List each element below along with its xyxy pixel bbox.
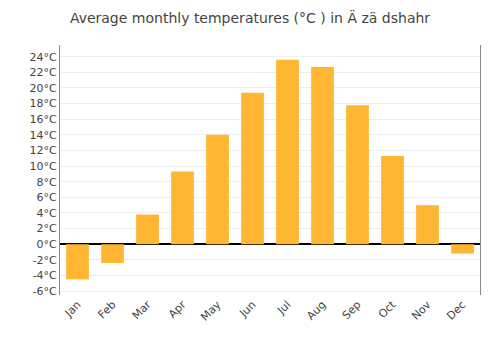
svg-text:Sep: Sep (340, 298, 364, 322)
svg-text:Nov: Nov (409, 298, 434, 323)
svg-text:Average monthly temperatures (: Average monthly temperatures (°C ) in Ä … (70, 9, 430, 26)
svg-text:Feb: Feb (96, 298, 119, 321)
svg-text:-2°C: -2°C (33, 254, 57, 267)
svg-text:Jun: Jun (236, 298, 258, 320)
svg-text:Jan: Jan (62, 298, 84, 320)
svg-text:Dec: Dec (444, 298, 468, 322)
svg-text:6°C: 6°C (37, 191, 57, 204)
svg-text:Aug: Aug (304, 298, 328, 322)
svg-text:Apr: Apr (166, 298, 189, 321)
svg-text:May: May (198, 298, 224, 324)
svg-text:4°C: 4°C (37, 207, 57, 220)
svg-text:2°C: 2°C (37, 222, 57, 235)
svg-text:8°C: 8°C (37, 176, 57, 189)
svg-text:-6°C: -6°C (33, 285, 57, 298)
svg-text:14°C: 14°C (30, 129, 57, 142)
svg-text:Oct: Oct (376, 298, 399, 321)
svg-text:22°C: 22°C (30, 66, 57, 79)
svg-text:10°C: 10°C (30, 160, 57, 173)
svg-text:-4°C: -4°C (33, 269, 57, 282)
svg-text:Jul: Jul (274, 298, 293, 317)
svg-text:0°C: 0°C (37, 238, 57, 251)
svg-text:12°C: 12°C (30, 144, 57, 157)
svg-text:18°C: 18°C (30, 97, 57, 110)
svg-text:16°C: 16°C (30, 113, 57, 126)
svg-text:20°C: 20°C (30, 82, 57, 95)
svg-text:24°C: 24°C (30, 51, 57, 64)
svg-text:Mar: Mar (130, 298, 154, 322)
